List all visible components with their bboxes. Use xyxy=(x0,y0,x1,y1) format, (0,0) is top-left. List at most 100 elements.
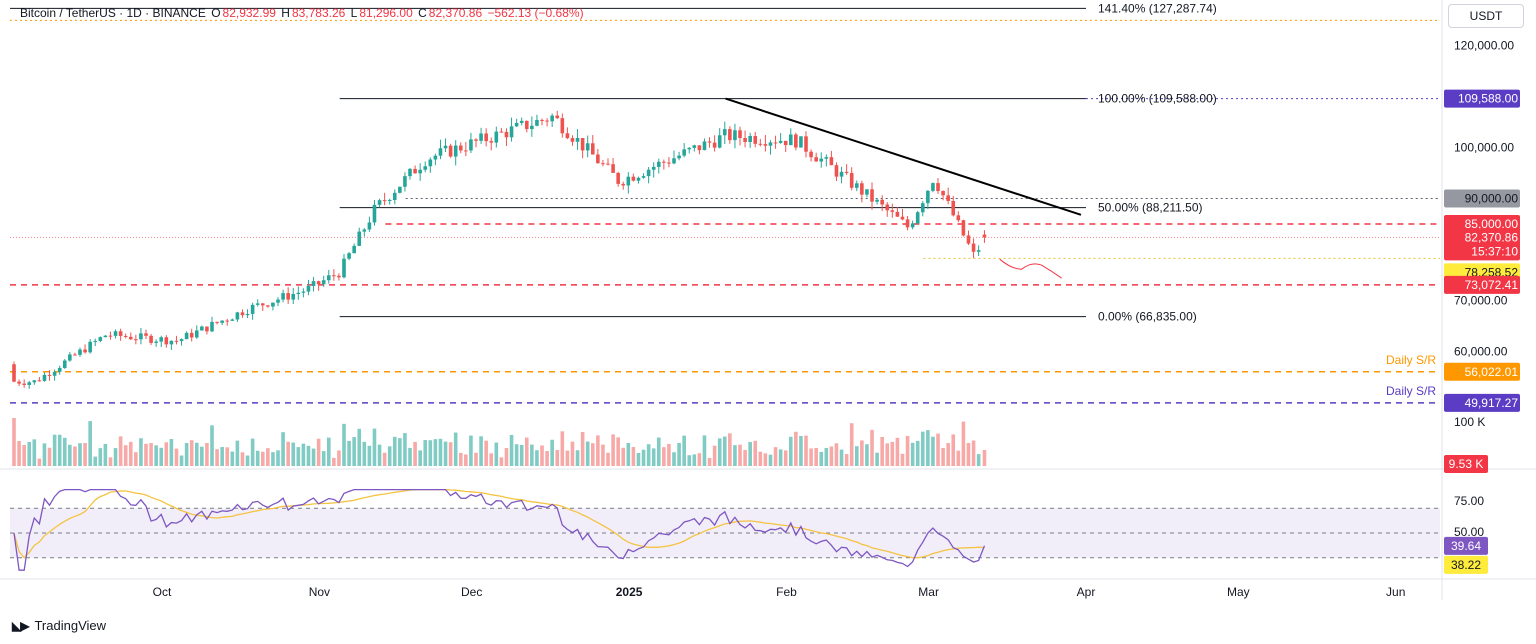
candle-body xyxy=(834,165,839,177)
price-badge-label: 85,000.00 xyxy=(1465,217,1519,231)
candle-body xyxy=(524,120,529,130)
candle-body xyxy=(956,215,961,221)
volume-bar xyxy=(682,435,686,466)
volume-bar xyxy=(108,457,113,466)
candle-body xyxy=(438,148,443,156)
volume-bar xyxy=(854,446,859,466)
candle-body xyxy=(575,138,580,142)
daily-sr-label: Daily S/R xyxy=(1386,353,1436,367)
volume-bar xyxy=(915,440,920,466)
volume-bar xyxy=(697,453,702,466)
volume-bar xyxy=(448,442,453,466)
time-tick-label: Oct xyxy=(153,585,172,599)
candle-body xyxy=(961,220,966,236)
candle-body xyxy=(266,305,270,307)
volume-bar xyxy=(103,443,108,466)
volume-bar xyxy=(453,432,458,466)
candle-body xyxy=(844,171,849,173)
candle-body xyxy=(616,172,620,184)
candle-body xyxy=(458,145,463,151)
candle-body xyxy=(636,177,641,181)
candle-body xyxy=(291,294,296,300)
candle-body xyxy=(83,349,87,353)
countdown-label: 15:37:10 xyxy=(1471,244,1518,258)
candle-body xyxy=(707,141,712,143)
volume-bar xyxy=(606,452,610,466)
candle-body xyxy=(900,216,905,220)
candle-body xyxy=(596,154,600,164)
candle-body xyxy=(413,168,417,174)
volume-bar xyxy=(423,440,428,466)
candle-body xyxy=(905,219,910,228)
candle-body xyxy=(271,302,275,307)
candle-body xyxy=(311,281,316,286)
candle-body xyxy=(230,319,235,321)
price-badge xyxy=(1444,275,1520,294)
volume-bar xyxy=(641,449,646,466)
volume-bar xyxy=(474,452,478,466)
volume-bar xyxy=(860,440,864,466)
candle-body xyxy=(78,349,82,355)
open-label: O xyxy=(211,6,221,20)
volume-bar xyxy=(895,437,900,466)
candle-body xyxy=(854,183,859,188)
candle-body xyxy=(179,339,184,342)
candle-body xyxy=(890,210,895,212)
change-value: −562.13 (−0.68%) xyxy=(487,6,584,20)
candle-body xyxy=(32,380,37,383)
candle-body xyxy=(763,144,768,146)
volume-bar xyxy=(281,432,285,466)
candle-body xyxy=(128,336,133,340)
volume-bar xyxy=(154,445,158,466)
candle-body xyxy=(342,258,346,278)
volume-bar xyxy=(68,444,72,466)
candle-body xyxy=(398,186,402,193)
volume-bar xyxy=(47,447,52,466)
volume-bar xyxy=(408,447,412,466)
currency-button[interactable]: USDT xyxy=(1448,4,1524,28)
candle-body xyxy=(260,303,265,306)
volume-bar xyxy=(504,448,509,466)
volume-bar xyxy=(717,438,722,466)
candle-body xyxy=(590,143,595,155)
time-tick-label: Mar xyxy=(918,585,939,599)
volume-bar xyxy=(733,445,737,466)
volume-bar xyxy=(428,440,433,466)
volume-bar xyxy=(464,454,468,466)
volume-bar xyxy=(545,451,549,466)
volume-bar xyxy=(159,447,164,466)
volume-bar xyxy=(42,443,47,466)
volume-bar xyxy=(550,439,554,466)
candle-body xyxy=(245,313,250,316)
candle-body xyxy=(966,235,971,244)
volume-bar xyxy=(570,441,575,466)
candle-body xyxy=(103,335,108,338)
candle-body xyxy=(357,231,362,246)
time-tick-label: Jun xyxy=(1386,585,1405,599)
volume-bar xyxy=(271,452,275,466)
volume-bar xyxy=(489,453,494,466)
volume-bar xyxy=(235,440,240,466)
volume-bar xyxy=(98,448,103,466)
time-tick-label: 2025 xyxy=(616,585,643,599)
candle-body xyxy=(286,293,290,300)
candle-body xyxy=(910,223,915,228)
volume-bar xyxy=(763,453,768,466)
volume-badge xyxy=(1444,455,1488,473)
candle-body xyxy=(240,312,245,316)
candle-body xyxy=(809,151,813,158)
volume-bar xyxy=(931,436,935,466)
volume-bar xyxy=(601,444,605,466)
candle-body xyxy=(149,335,153,343)
volume-bar xyxy=(210,425,214,466)
volume-bar xyxy=(342,423,346,466)
volume-bar xyxy=(662,447,666,466)
volume-bar xyxy=(656,437,661,466)
candle-body xyxy=(920,203,925,213)
candle-body xyxy=(205,326,209,332)
volume-bar xyxy=(702,435,707,466)
volume-bar xyxy=(976,454,981,466)
volume-bar xyxy=(144,443,148,466)
volume-bar xyxy=(225,447,230,466)
